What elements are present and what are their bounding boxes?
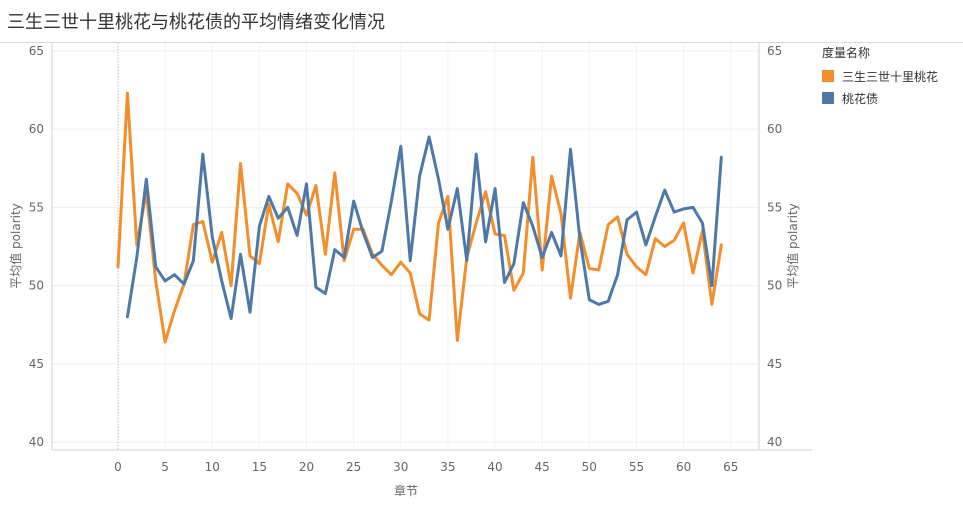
x-tick-label: 10 [205, 460, 220, 474]
y-tick-label-left: 55 [29, 200, 44, 214]
x-tick-label: 65 [723, 460, 738, 474]
x-tick-label: 5 [161, 460, 169, 474]
axes-layer: 40 40 45 45 50 50 55 55 60 60 65 65 0 5 10 15 20 25 30 35 40… [29, 43, 812, 474]
chart-title: 三生三世十里桃花与桃花债的平均情绪变化情况 [7, 12, 385, 33]
x-tick-label: 20 [299, 460, 314, 474]
y-tick-label-right: 55 [767, 200, 782, 214]
x-tick-label: 15 [252, 460, 267, 474]
x-tick-label: 30 [393, 460, 408, 474]
legend: 度量名称 三生三世十里桃花 桃花债 [822, 44, 938, 109]
x-tick-label: 60 [676, 460, 691, 474]
y-tick-label-right: 60 [767, 122, 782, 136]
series-line-0 [116, 91, 723, 344]
x-tick-label: 40 [487, 460, 502, 474]
y-tick-label-right: 40 [767, 435, 782, 449]
legend-item-taohua[interactable]: 三生三世十里桃花 [822, 65, 938, 87]
y-tick-label-left: 50 [29, 279, 44, 293]
series-line-1 [125, 135, 723, 320]
y-axis-label-left: 平均值 polarity [8, 203, 23, 289]
x-tick-label: 55 [629, 460, 644, 474]
x-tick-label: 45 [535, 460, 550, 474]
x-tick-label: 25 [346, 460, 361, 474]
y-tick-label-right: 65 [767, 44, 782, 58]
legend-label: 三生三世十里桃花 [842, 69, 939, 84]
legend-swatch-orange [822, 70, 834, 82]
y-tick-label-left: 65 [29, 44, 44, 58]
x-tick-label: 50 [582, 460, 597, 474]
y-tick-label-right: 45 [767, 357, 782, 371]
legend-swatch-blue [822, 92, 834, 104]
y-axis-label-right: 平均值 polarity [785, 203, 800, 289]
y-tick-label-left: 45 [29, 357, 44, 371]
y-tick-label-right: 50 [767, 279, 782, 293]
y-tick-label-left: 40 [29, 435, 44, 449]
title-divider [0, 42, 963, 43]
x-axis-label: 章节 [394, 483, 418, 498]
x-tick-label: 35 [440, 460, 455, 474]
y-tick-label-left: 60 [29, 122, 44, 136]
legend-title: 度量名称 [822, 46, 871, 60]
legend-label: 桃花债 [842, 91, 879, 106]
legend-item-taohuazhai[interactable]: 桃花债 [822, 87, 938, 109]
x-tick-label: 0 [114, 460, 122, 474]
series-layer [116, 91, 723, 344]
